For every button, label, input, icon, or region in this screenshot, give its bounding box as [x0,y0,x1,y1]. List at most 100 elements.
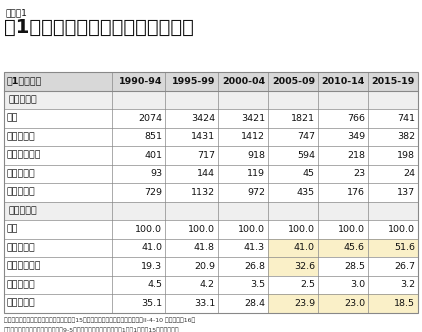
Text: 741: 741 [397,114,415,123]
Text: 766: 766 [347,114,365,123]
Bar [4,276,112,294]
Text: 918: 918 [247,151,265,160]
Bar [112,220,165,238]
Bar [268,202,318,220]
Text: 435: 435 [297,188,315,197]
Bar [318,294,368,312]
Text: 2005-09: 2005-09 [272,77,315,86]
Text: 198: 198 [397,151,415,160]
Text: 100.0: 100.0 [135,225,162,234]
Bar [368,202,418,220]
Bar [4,257,112,276]
Bar [318,238,368,257]
Text: 747: 747 [297,132,315,141]
Text: 2074: 2074 [138,114,162,123]
Text: 3.0: 3.0 [350,280,365,289]
Text: 45.6: 45.6 [344,243,365,252]
Bar [318,276,368,294]
Bar [112,72,165,91]
Bar [112,127,165,146]
Bar [4,238,112,257]
Text: 349: 349 [347,132,365,141]
Bar [218,183,268,202]
Bar [165,202,218,220]
Bar [165,72,218,91]
Text: 41.0: 41.0 [294,243,315,252]
Bar [368,72,418,91]
Bar [368,220,418,238]
Text: （構成比）: （構成比） [9,206,38,215]
Bar [318,183,368,202]
Text: 100.0: 100.0 [188,225,215,234]
Bar [218,220,268,238]
Bar [165,238,218,257]
Bar [165,109,218,127]
Bar [4,164,112,183]
Bar [368,238,418,257]
Text: 851: 851 [144,132,162,141]
Text: 第1子妊娠前の従業上の地位の推移: 第1子妊娠前の従業上の地位の推移 [4,18,194,37]
Bar [268,220,318,238]
Text: 41.3: 41.3 [244,243,265,252]
Text: 1995-99: 1995-99 [171,77,215,86]
Bar [368,109,418,127]
Text: 972: 972 [247,188,265,197]
Text: （注）国立社会保障・人口問題研究所『第15回出生動向基本調査』報告書　図表II-4-10 および『第16回: （注）国立社会保障・人口問題研究所『第15回出生動向基本調査』報告書 図表II-… [4,317,195,323]
Bar [368,294,418,312]
Text: 23: 23 [353,169,365,178]
Bar [268,294,318,312]
Bar [218,164,268,183]
Bar [165,183,218,202]
Text: 41.0: 41.0 [141,243,162,252]
Bar [218,238,268,257]
Bar [165,220,218,238]
Bar [165,276,218,294]
Bar [318,127,368,146]
Bar [112,146,165,164]
Bar [268,146,318,164]
Text: パート・派遣: パート・派遣 [7,151,41,160]
Text: 自営業主等: 自営業主等 [7,169,36,178]
Text: 26.8: 26.8 [244,262,265,271]
Bar [112,164,165,183]
Bar [318,220,368,238]
Text: 4.5: 4.5 [147,280,162,289]
Text: 93: 93 [150,169,162,178]
Text: 45: 45 [303,169,315,178]
Text: 18.5: 18.5 [394,299,415,308]
Bar [4,109,112,127]
Text: 119: 119 [247,169,265,178]
Bar [318,109,368,127]
Text: パート・派遣: パート・派遣 [7,262,41,271]
Bar [368,257,418,276]
Text: 3421: 3421 [241,114,265,123]
Text: 総数: 総数 [7,114,19,123]
Text: 2000-04: 2000-04 [222,77,265,86]
Bar [268,183,318,202]
Text: 401: 401 [144,151,162,160]
Text: 35.1: 35.1 [141,299,162,308]
Text: 総数: 総数 [7,225,19,234]
Text: 1412: 1412 [241,132,265,141]
Text: 無職・学生: 無職・学生 [7,188,36,197]
Text: 19.3: 19.3 [141,262,162,271]
Bar [368,164,418,183]
Text: シート1: シート1 [6,8,28,17]
Text: 出生動向基本調査』結果の概要図表9-5をもとに大石作成。対象は第1子が1歳以上15歳未満である: 出生動向基本調査』結果の概要図表9-5をもとに大石作成。対象は第1子が1歳以上1… [4,327,180,332]
Bar [165,164,218,183]
Bar [318,91,368,109]
Text: 100.0: 100.0 [338,225,365,234]
Text: 176: 176 [347,188,365,197]
Text: 32.6: 32.6 [294,262,315,271]
Text: 28.4: 28.4 [244,299,265,308]
Bar [4,72,418,312]
Text: 100.0: 100.0 [238,225,265,234]
Text: 1132: 1132 [191,188,215,197]
Bar [4,294,112,312]
Bar [268,276,318,294]
Bar [268,238,318,257]
Bar [112,91,165,109]
Bar [4,183,112,202]
Bar [268,127,318,146]
Bar [4,72,112,91]
